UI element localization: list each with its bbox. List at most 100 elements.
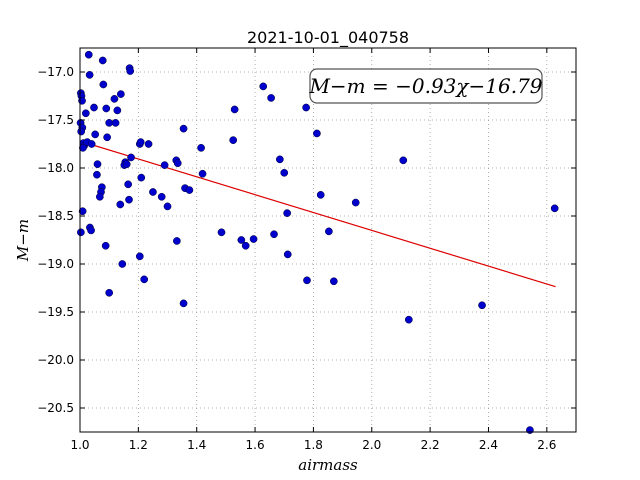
x-tick-label: 2.6 — [537, 438, 556, 452]
y-tick-label: −17.5 — [37, 113, 74, 127]
data-point — [283, 250, 292, 259]
data-point — [267, 94, 275, 102]
data-point — [197, 143, 205, 152]
data-point — [241, 241, 250, 250]
x-tick-label: 1.0 — [70, 438, 89, 452]
data-point — [478, 301, 486, 310]
x-tick-label: 1.2 — [129, 438, 148, 452]
data-point — [105, 119, 114, 127]
data-point — [270, 230, 278, 239]
data-point — [185, 186, 194, 194]
grid-lines — [79, 48, 576, 432]
data-point — [105, 288, 114, 297]
data-point — [303, 276, 311, 285]
data-point — [77, 228, 85, 237]
data-point — [259, 82, 268, 91]
data-point — [118, 260, 127, 268]
data-point — [404, 315, 413, 324]
data-point — [110, 95, 119, 103]
x-tick-label: 1.4 — [187, 438, 206, 452]
y-tick-label: −18.5 — [37, 209, 74, 223]
data-point — [85, 71, 94, 79]
annotation-frame — [309, 68, 543, 104]
data-point — [325, 227, 333, 236]
data-point — [91, 130, 100, 139]
data-point — [135, 252, 144, 261]
data-point — [249, 235, 258, 243]
data-point — [78, 207, 87, 216]
data-point — [79, 143, 87, 152]
data-point — [101, 241, 110, 250]
axis-ticks: 1.0 1.2 1.4 1.6 1.8 2.0 2.2 2.4 2.6 −17.0 −17.5 −18… — [37, 48, 576, 452]
data-point — [113, 106, 122, 115]
data-point — [179, 299, 188, 308]
data-point — [99, 80, 108, 89]
data-point — [87, 226, 95, 235]
data-point — [329, 277, 338, 286]
data-point — [351, 198, 360, 207]
data-point — [313, 129, 321, 138]
data-point — [157, 192, 166, 201]
data-point — [140, 275, 149, 284]
data-point — [90, 103, 98, 112]
data-point — [136, 138, 145, 146]
data-point — [149, 188, 157, 196]
data-point — [93, 170, 101, 179]
data-point — [124, 180, 132, 189]
data-point — [276, 155, 284, 164]
data-point — [237, 236, 246, 244]
data-point — [77, 127, 86, 136]
equation-annotation-box: M−m = −0.93χ−16.79 — [308, 68, 543, 104]
data-point — [84, 50, 93, 59]
data-point — [550, 204, 559, 213]
x-tick-label: 2.2 — [421, 438, 440, 452]
data-point — [163, 202, 172, 211]
x-tick-label: 2.0 — [362, 438, 381, 452]
data-point — [160, 161, 169, 169]
data-point — [93, 160, 102, 169]
plot-area — [80, 48, 576, 432]
y-tick-label: −17.0 — [37, 65, 74, 79]
x-tick-label: 1.8 — [304, 438, 323, 452]
chart-title: 2021-10-01_040758 — [247, 28, 409, 48]
data-point — [95, 192, 104, 201]
data-point — [87, 140, 96, 148]
data-point — [81, 109, 90, 118]
fit-equation-annotation: M−m = −0.93χ−16.79 — [308, 74, 542, 98]
x-tick-label: 2.4 — [479, 438, 498, 452]
y-axis-label: M−m — [14, 219, 32, 262]
data-point — [116, 90, 125, 98]
x-tick-label: 1.6 — [246, 438, 265, 452]
data-point — [283, 209, 292, 217]
x-axis-label: airmass — [298, 456, 358, 474]
fit-line-layer — [79, 140, 556, 288]
y-tick-label: −20.0 — [37, 353, 74, 367]
data-point — [217, 228, 226, 237]
data-point — [116, 200, 125, 209]
data-point — [302, 103, 310, 112]
data-point — [111, 119, 120, 127]
plot-border — [79, 47, 577, 433]
data-point — [230, 105, 239, 114]
data-point — [399, 156, 408, 165]
data-point — [526, 426, 534, 434]
data-point — [198, 169, 207, 178]
data-point — [103, 133, 111, 142]
fit-line — [79, 140, 556, 288]
data-point — [316, 191, 325, 199]
data-point — [137, 173, 146, 182]
data-point — [229, 136, 238, 145]
y-tick-label: −20.5 — [37, 401, 74, 415]
data-point — [179, 124, 188, 133]
data-point — [102, 104, 111, 113]
data-point — [144, 140, 153, 148]
y-tick-label: −19.0 — [37, 257, 74, 271]
data-point — [98, 56, 107, 65]
y-tick-label: −18.0 — [37, 161, 74, 175]
data-point — [280, 168, 289, 177]
data-point — [127, 153, 135, 162]
y-tick-label: −19.5 — [37, 305, 74, 319]
data-point — [125, 195, 133, 204]
data-point — [126, 67, 135, 75]
